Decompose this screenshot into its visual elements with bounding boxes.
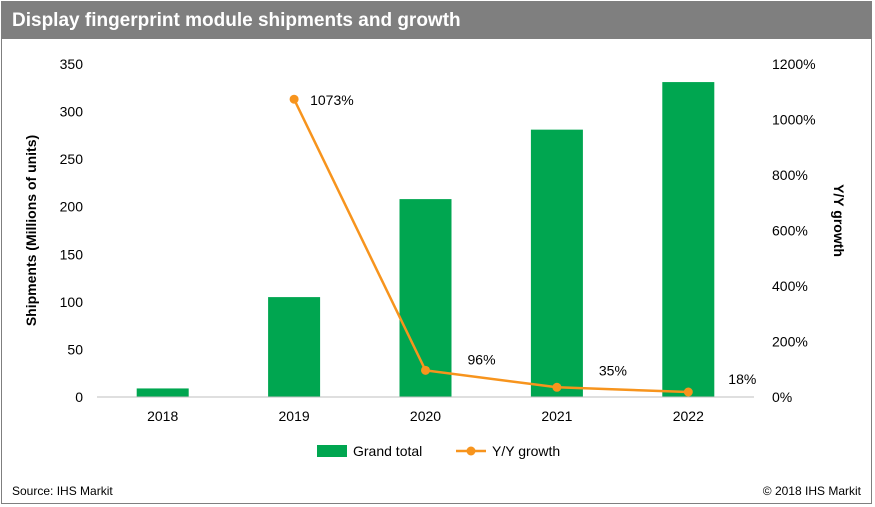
y2-tick-label: 1000% (772, 112, 816, 128)
y-tick-label: 100 (60, 294, 84, 310)
x-tick-label: 2022 (673, 408, 704, 424)
x-tick-label: 2019 (279, 408, 310, 424)
legend-swatch-marker (466, 446, 476, 456)
legend-label-line: Y/Y growth (492, 443, 560, 459)
y-tick-label: 300 (60, 104, 84, 120)
y2-tick-label: 800% (772, 167, 808, 183)
bar-2021 (530, 129, 583, 398)
y2-tick-label: 600% (772, 223, 808, 239)
growth-data-label: 1073% (310, 92, 354, 108)
source-note: Source: IHS Markit (12, 484, 113, 498)
bar-2018 (136, 388, 189, 397)
legend-swatch-bar (317, 445, 347, 457)
bar-2020 (399, 199, 452, 397)
y-axis-title: Shipments (Millions of units) (23, 135, 39, 326)
x-tick-label: 2021 (541, 408, 572, 424)
y-tick-label: 50 (67, 341, 83, 357)
y-tick-label: 350 (60, 56, 84, 72)
y-tick-label: 150 (60, 246, 84, 262)
x-tick-label: 2018 (147, 408, 178, 424)
growth-point-2020 (421, 365, 430, 375)
y-tick-label: 0 (75, 389, 83, 405)
growth-data-label: 96% (468, 351, 496, 367)
growth-point-2021 (552, 382, 562, 392)
y2-tick-label: 0% (772, 389, 792, 405)
y2-axis-title: Y/Y growth (831, 184, 847, 257)
growth-data-label: 18% (728, 371, 756, 387)
y-tick-label: 200 (60, 199, 84, 215)
growth-point-2022 (683, 387, 693, 397)
growth-line (292, 98, 689, 394)
y2-tick-label: 200% (772, 334, 808, 350)
growth-point-2019 (289, 94, 299, 104)
y2-tick-label: 400% (772, 278, 808, 294)
bar-2019 (268, 297, 321, 397)
copyright-note: © 2018 IHS Markit (762, 484, 861, 498)
bar-2022 (662, 82, 715, 397)
y2-tick-label: 1200% (772, 56, 816, 72)
y-tick-label: 250 (60, 151, 84, 167)
growth-data-label: 35% (599, 362, 627, 378)
chart-title: Display fingerprint module shipments and… (2, 2, 871, 39)
x-tick-label: 2020 (410, 408, 441, 424)
legend-label-bar: Grand total (353, 443, 422, 459)
